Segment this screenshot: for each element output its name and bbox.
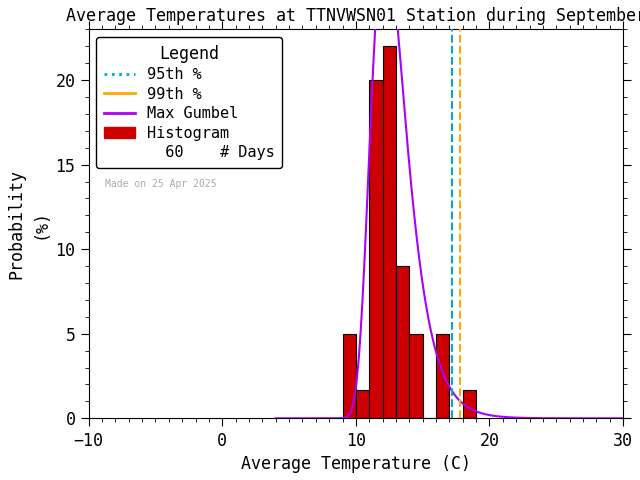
Legend: 95th %, 99th %, Max Gumbel, Histogram,   60    # Days: 95th %, 99th %, Max Gumbel, Histogram, 6… bbox=[97, 37, 282, 168]
Title: Average Temperatures at TTNVWSN01 Station during September: Average Temperatures at TTNVWSN01 Statio… bbox=[66, 7, 640, 25]
Bar bbox=[463, 390, 476, 418]
Y-axis label: Probability
(%): Probability (%) bbox=[7, 169, 50, 279]
Bar bbox=[410, 334, 422, 418]
Bar bbox=[342, 334, 356, 418]
Text: Made on 25 Apr 2025: Made on 25 Apr 2025 bbox=[105, 179, 216, 189]
Bar bbox=[356, 390, 369, 418]
Bar bbox=[396, 266, 410, 418]
Bar bbox=[436, 334, 449, 418]
X-axis label: Average Temperature (C): Average Temperature (C) bbox=[241, 455, 471, 473]
Bar bbox=[383, 46, 396, 418]
Bar bbox=[369, 80, 383, 418]
